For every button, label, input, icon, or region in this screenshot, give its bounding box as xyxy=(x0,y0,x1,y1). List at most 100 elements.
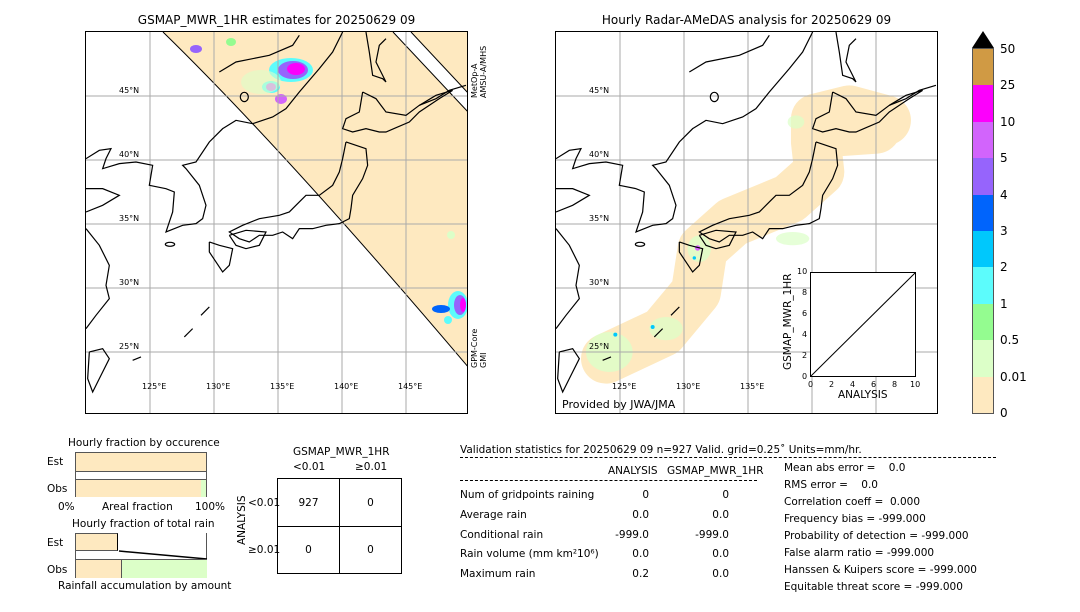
col-gsmap: GSMAP_MWR_1HR xyxy=(667,465,764,477)
obs-bar-light xyxy=(76,559,122,578)
obs-label: Obs xyxy=(47,564,68,576)
colorbar-label: 0.5 xyxy=(1000,333,1020,348)
contingency-title: GSMAP_MWR_1HR xyxy=(293,446,390,458)
est-label: Est xyxy=(47,537,64,549)
cell-false-alarm: 0 xyxy=(367,497,374,509)
cell-miss: 0 xyxy=(305,544,312,556)
colorbar xyxy=(972,48,994,414)
occurrence-xmax: 100% xyxy=(195,501,226,513)
total-rain-title: Hourly fraction of total rain xyxy=(72,518,215,530)
occurrence-axes xyxy=(75,452,207,497)
est-bar xyxy=(75,533,118,551)
stat-gsmap-value: 0.0 xyxy=(712,548,729,561)
colorbar-segment xyxy=(973,303,993,341)
colorbar-label: 1 xyxy=(1000,296,1008,311)
score-line: RMS error = 0.0 xyxy=(784,479,878,491)
inset-xlabel: ANALYSIS xyxy=(838,389,888,401)
inset-ytick: 4 xyxy=(802,330,808,339)
right-map-title: Hourly Radar-AMeDAS analysis for 2025062… xyxy=(601,13,892,27)
score-line: Probability of detection = -999.000 xyxy=(784,530,969,542)
lat-label: 45°N xyxy=(589,86,610,95)
inset-xtick: 10 xyxy=(910,380,921,389)
colorbar-label: 0.01 xyxy=(1000,369,1027,384)
rain-cells xyxy=(190,38,467,324)
colorbar-label: 5 xyxy=(1000,151,1008,166)
stat-gsmap-value: -999.0 xyxy=(695,528,729,541)
occurrence-xlabel: Areal fraction xyxy=(102,501,173,513)
sensor-label-top: MetOp-A AMSU-A/MHS xyxy=(470,46,488,98)
colorbar-segment xyxy=(973,49,993,86)
lat-label: 30°N xyxy=(589,278,610,287)
inset-xtick: 2 xyxy=(829,380,835,389)
lon-label: 140°E xyxy=(334,382,359,391)
lon-label: 125°E xyxy=(612,382,637,391)
stat-analysis-value: 0.0 xyxy=(632,508,649,521)
lat-label: 40°N xyxy=(119,150,140,159)
data-credit: Provided by JWA/JMA xyxy=(562,398,676,411)
analysis-layer xyxy=(556,32,937,413)
score-line: Correlation coeff = 0.000 xyxy=(784,496,920,508)
inset-ytick: 0 xyxy=(802,372,808,381)
score-line: Frequency bias = -999.000 xyxy=(784,513,926,525)
stat-row-label: Conditional rain xyxy=(460,528,544,541)
score-line: Equitable threat score = -999.000 xyxy=(784,581,963,593)
colorbar-segment xyxy=(973,231,993,268)
contingency-table: 927 0 0 0 xyxy=(277,478,402,574)
sensor-instrument: GMI xyxy=(479,352,488,368)
inset-xtick: 0 xyxy=(808,380,814,389)
inset-ytick: 10 xyxy=(797,267,808,276)
stat-row-label: Rain volume (mm km²10⁶) xyxy=(460,548,599,561)
inset-xtick: 8 xyxy=(892,380,898,389)
total-rain-xlabel: Rainfall accumulation by amount xyxy=(58,580,232,592)
colorbar-label: 2 xyxy=(1000,260,1008,275)
scatter-inset xyxy=(810,272,916,377)
colorbar-label: 50 xyxy=(1000,42,1016,56)
lon-label: 125°E xyxy=(142,382,167,391)
lat-label: 35°N xyxy=(119,214,140,223)
stat-analysis-value: 0.0 xyxy=(632,548,649,561)
colorbar-label: 0 xyxy=(1000,406,1008,420)
stat-analysis-value: 0.2 xyxy=(632,568,649,581)
gsmap-map: 45°N 40°N 35°N 30°N 25°N 125°E 130°E 135… xyxy=(85,31,468,414)
stat-gsmap-value: 0.0 xyxy=(712,568,729,581)
stat-gsmap-value: 0 xyxy=(722,489,729,501)
lon-label: 135°E xyxy=(740,382,765,391)
contingency-row1: <0.01 xyxy=(248,497,281,509)
mwr-swath xyxy=(163,32,467,366)
obs-bar-heavy xyxy=(122,559,207,578)
stat-analysis-value: -999.0 xyxy=(615,528,649,541)
sensor-name: MetOp-A xyxy=(470,63,479,98)
colorbar-segment xyxy=(973,194,993,231)
colorbar-label: 3 xyxy=(1000,224,1008,238)
obs-bar-dry xyxy=(76,479,202,497)
colorbar-segment xyxy=(973,85,993,122)
cell-hit: 927 xyxy=(298,497,319,509)
stat-analysis-value: 0 xyxy=(642,489,649,501)
stat-gsmap-value: 0.0 xyxy=(712,508,729,521)
stat-row-label: Average rain xyxy=(460,508,527,521)
inset-xtick: 6 xyxy=(871,380,877,389)
inset-xtick: 4 xyxy=(850,380,856,389)
stat-row-label: Num of gridpoints raining xyxy=(460,489,595,501)
score-line: Hanssen & Kuipers score = -999.000 xyxy=(784,564,977,576)
lon-label: 130°E xyxy=(206,382,231,391)
occurrence-xmin: 0% xyxy=(58,501,75,513)
colorbar-segment xyxy=(973,340,993,377)
colorbar-segment xyxy=(973,267,993,304)
obs-bar-wet xyxy=(200,479,206,497)
stats-header: Validation statistics for 20250629 09 n=… xyxy=(460,444,862,456)
inset-ytick: 6 xyxy=(802,309,808,318)
contingency-row2: ≥0.01 xyxy=(248,544,281,556)
inset-ytick: 2 xyxy=(802,351,808,360)
lat-label: 45°N xyxy=(119,86,140,95)
contingency-col2: ≥0.01 xyxy=(355,461,388,473)
contingency-ylabel: ANALYSIS xyxy=(236,495,248,545)
analysis-coverage xyxy=(580,85,911,384)
left-map-title: GSMAP_MWR_1HR estimates for 20250629 09 xyxy=(137,13,416,27)
contingency-col1: <0.01 xyxy=(293,461,326,473)
lat-label: 40°N xyxy=(589,150,610,159)
inset-ylabel: GSMAP_MWR_1HR xyxy=(782,273,794,370)
sensor-name: GPM-Core xyxy=(470,328,479,368)
cell-correct-negative: 0 xyxy=(367,544,374,556)
